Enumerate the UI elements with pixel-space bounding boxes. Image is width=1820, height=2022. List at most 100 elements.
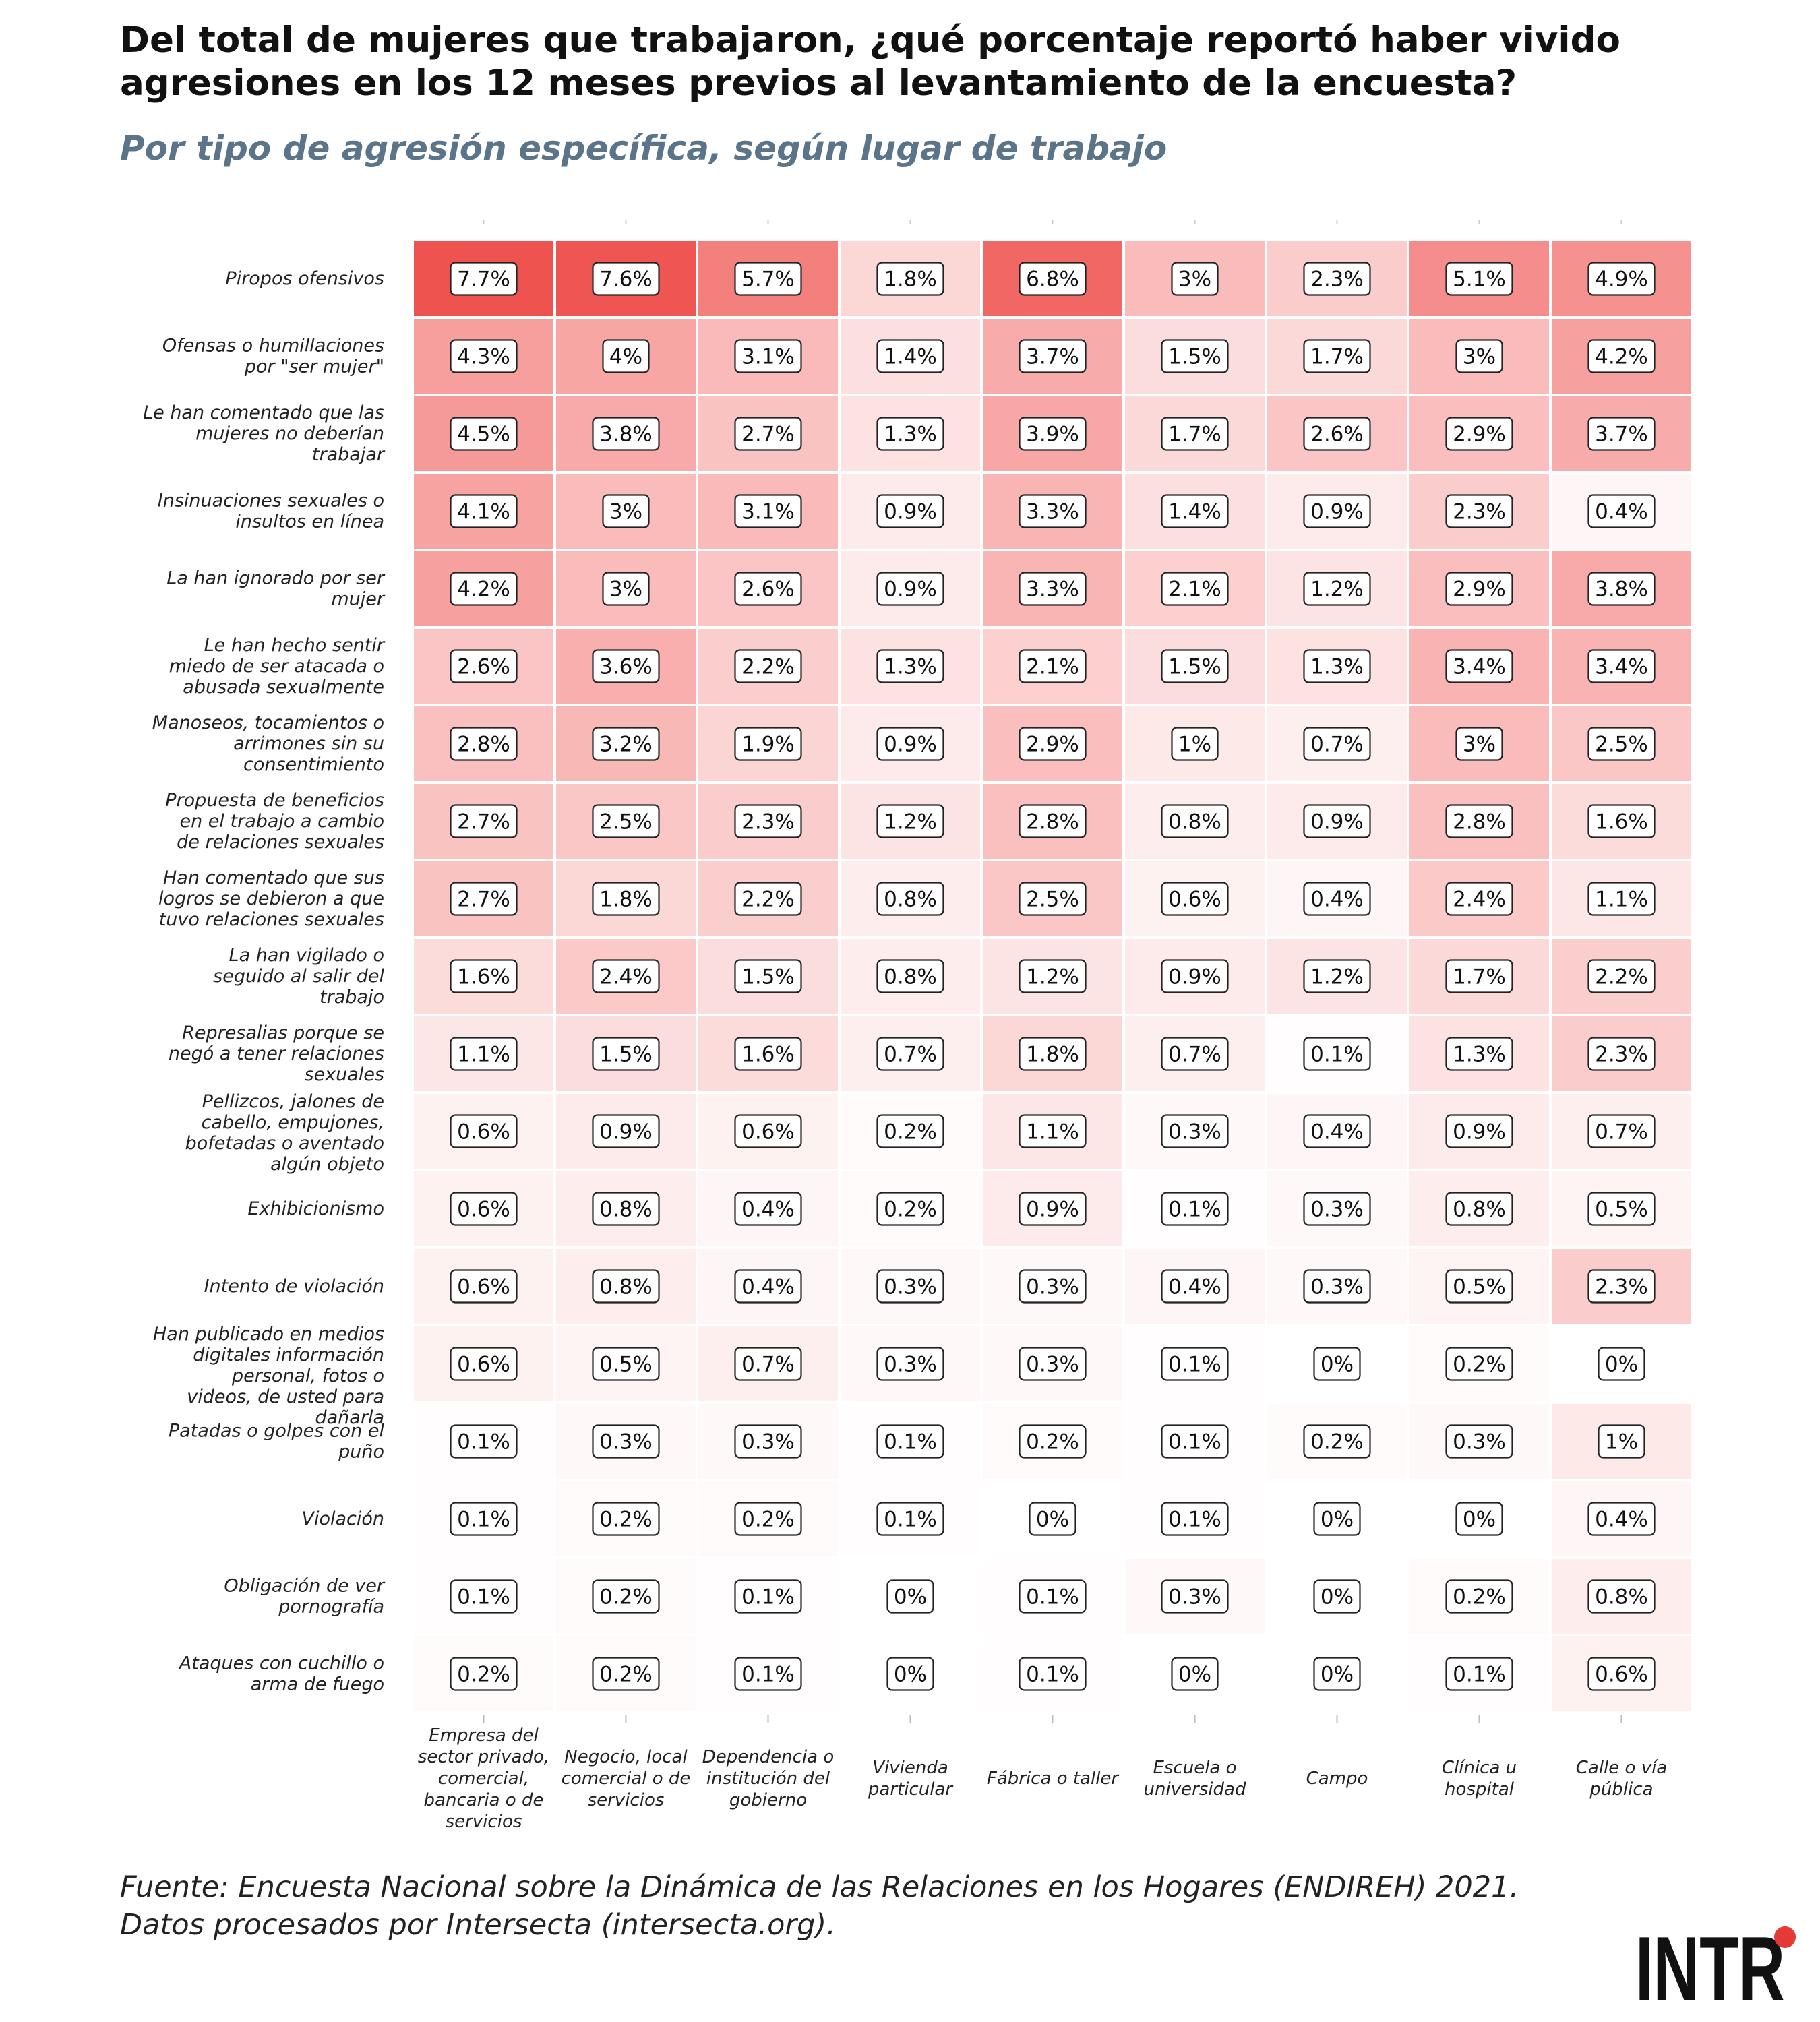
heatmap-cell: 2.8% <box>1407 781 1552 861</box>
value-label: 2.3% <box>1595 1043 1648 1067</box>
value-label-box <box>1019 1037 1087 1071</box>
value-label: 2.9% <box>1453 578 1506 602</box>
heatmap-cell: 3.3% <box>980 471 1125 551</box>
value-label: 0.3% <box>1310 1275 1364 1299</box>
y-tick-label: Piropos ofensivos <box>225 268 384 289</box>
value-label: 1.1% <box>1026 1120 1079 1144</box>
value-label-box <box>1161 649 1229 683</box>
value-label: 0.6% <box>741 1120 795 1144</box>
value-label-box <box>1161 1502 1229 1536</box>
value-label-box <box>1303 727 1371 761</box>
heatmap-cell: 1.4% <box>1122 471 1267 551</box>
value-label: 2.2% <box>741 888 795 912</box>
value-label: 1.2% <box>1310 965 1364 989</box>
value-label-box <box>1445 572 1513 606</box>
value-label-box <box>1313 1502 1361 1536</box>
x-tick-label: Empresa del sector privado, comercial, banc… <box>418 1725 549 1832</box>
heatmap-cell: 0.9% <box>838 471 983 551</box>
value-label-box <box>876 339 944 373</box>
heatmap-cell: 0.4% <box>696 1246 841 1326</box>
value-label-box <box>886 1657 934 1691</box>
value-label-box <box>1445 1347 1513 1381</box>
heatmap-cell: 1.7% <box>1407 936 1552 1016</box>
heatmap-cell: 1.4% <box>838 316 983 396</box>
value-label: 0.3% <box>1453 1430 1506 1454</box>
heatmap-cell: 3% <box>1407 704 1552 784</box>
value-label-box <box>876 959 944 993</box>
value-label-box <box>876 1269 944 1304</box>
heatmap-cell: 1% <box>1549 1401 1694 1481</box>
value-label-box <box>1019 494 1087 528</box>
value-label-box <box>876 727 944 761</box>
heatmap-cell: 0.1% <box>1122 1169 1267 1249</box>
value-label: 0.1% <box>1026 1663 1079 1687</box>
value-label-box <box>450 262 518 296</box>
value-label-box <box>450 1657 518 1691</box>
value-label: 1.3% <box>884 655 937 679</box>
heatmap-cell: 2.2% <box>1549 936 1694 1016</box>
value-label: 0% <box>1605 1353 1638 1377</box>
value-label-box <box>450 1269 518 1304</box>
heatmap-cell: 1% <box>1122 704 1267 784</box>
heatmap-cell: 0.9% <box>980 1169 1125 1249</box>
value-label: 1.6% <box>741 1043 795 1067</box>
value-label: 0.2% <box>1026 1430 1079 1454</box>
value-label-box <box>1161 339 1229 373</box>
value-label-box <box>602 572 650 606</box>
value-label: 3% <box>609 500 642 524</box>
value-label: 3.9% <box>1026 423 1079 447</box>
value-label: 1.5% <box>741 965 795 989</box>
heatmap-cell: 4% <box>553 316 698 396</box>
heatmap-cell: 0.9% <box>553 1091 698 1171</box>
value-label: 2.7% <box>741 423 795 447</box>
heatmap-cell: 0.3% <box>553 1401 698 1481</box>
value-label-box <box>450 1114 518 1148</box>
heatmap-cell: 0.6% <box>411 1091 556 1171</box>
value-label-box <box>450 804 518 838</box>
value-label-box <box>450 1579 518 1614</box>
value-label-box <box>734 1579 802 1614</box>
value-label: 0.9% <box>1310 810 1364 834</box>
value-label-box <box>602 494 650 528</box>
value-label-box <box>734 1424 802 1459</box>
heatmap-cell: 1.2% <box>980 936 1125 1016</box>
x-tick-label: Dependencia o institución del gobierno <box>702 1747 835 1810</box>
value-label-box <box>876 1502 944 1536</box>
value-label: 0.8% <box>884 965 937 989</box>
value-label-box <box>1455 727 1503 761</box>
value-label-box <box>1445 804 1513 838</box>
value-label: 0.7% <box>741 1353 795 1377</box>
heatmap-cell: 1.2% <box>838 781 983 861</box>
value-label-box <box>876 417 944 451</box>
value-label-box <box>876 494 944 528</box>
value-label-box <box>1019 262 1087 296</box>
heatmap-cell: 0.2% <box>411 1634 556 1714</box>
value-label-box <box>1445 882 1513 916</box>
value-label: 3.7% <box>1026 345 1079 369</box>
value-label: 0.1% <box>1026 1585 1079 1610</box>
heatmap-cell: 3% <box>1407 316 1552 396</box>
value-label: 0.6% <box>457 1198 510 1222</box>
heatmap-cell: 1.8% <box>838 239 983 319</box>
value-label-box <box>734 494 802 528</box>
heatmap-cell: 0.1% <box>1122 1324 1267 1404</box>
heatmap-cell: 3.3% <box>980 549 1125 629</box>
value-label: 0.2% <box>599 1663 653 1687</box>
heatmap-cell: 0.4% <box>1265 1091 1409 1171</box>
value-label: 0.9% <box>1026 1198 1079 1222</box>
value-label: 0.6% <box>457 1275 510 1299</box>
value-label-box <box>1019 339 1087 373</box>
value-label-box <box>1587 1037 1656 1071</box>
value-label-box <box>592 1424 660 1459</box>
value-label: 4.3% <box>457 345 510 369</box>
value-label: 3.4% <box>1453 655 1506 679</box>
value-label: 1.7% <box>1453 965 1506 989</box>
value-label-box <box>602 339 650 373</box>
y-tick-label: La han vigilado o seguido al salir del tra… <box>213 945 384 1008</box>
value-label: 0.3% <box>1026 1353 1079 1377</box>
heatmap-cell-fill <box>1265 781 1409 861</box>
heatmap-cell: 0.1% <box>1265 1014 1409 1094</box>
value-label-box <box>1445 1037 1513 1071</box>
value-label-box <box>876 1347 944 1381</box>
value-label-box <box>1019 649 1087 683</box>
